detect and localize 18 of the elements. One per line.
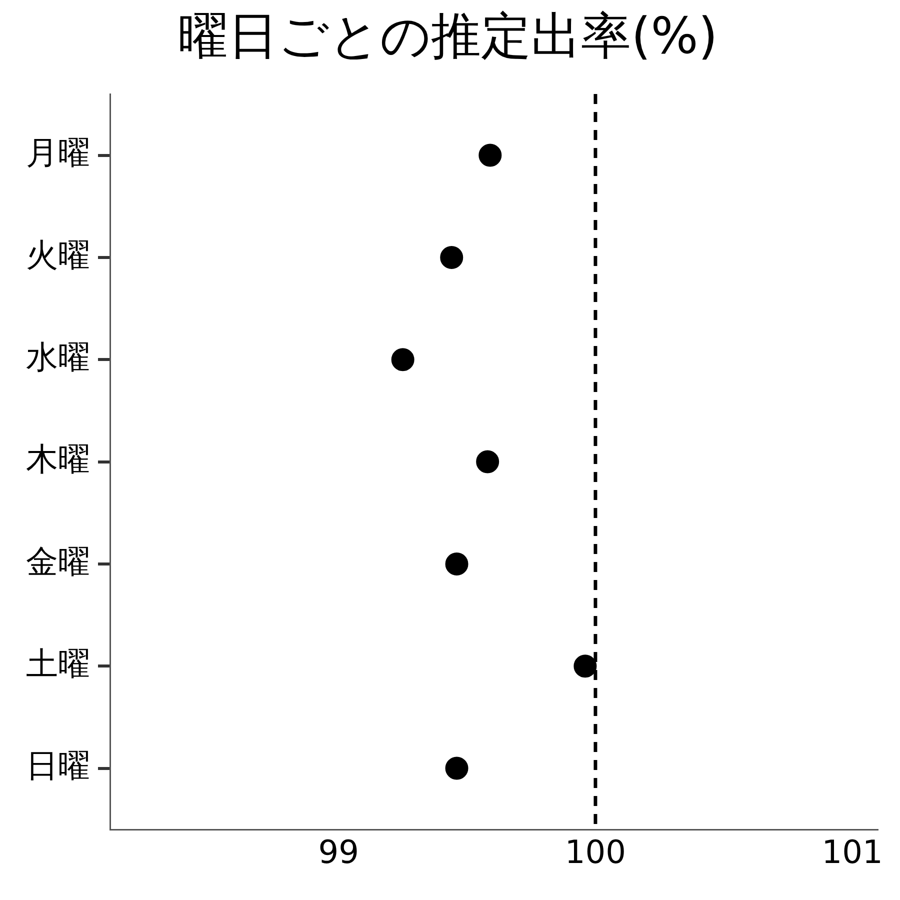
x-tick-label: 99 xyxy=(318,833,359,872)
y-tick-label: 土曜 xyxy=(26,644,90,682)
y-tick-label: 火曜 xyxy=(26,236,90,274)
x-tick-label: 100 xyxy=(564,833,626,872)
y-tick-label: 日曜 xyxy=(26,746,90,785)
point xyxy=(440,246,464,269)
point xyxy=(574,654,597,678)
x-tick-label: 101 xyxy=(822,833,883,872)
point xyxy=(445,552,468,576)
y-tick-label: 金曜 xyxy=(26,542,90,580)
point xyxy=(476,450,500,474)
y-tick-label: 木曜 xyxy=(26,440,90,478)
point xyxy=(445,756,468,780)
y-tick-label: 月曜 xyxy=(26,134,90,172)
y-tick-label: 水曜 xyxy=(26,338,90,376)
point xyxy=(478,144,502,167)
chart-title: 曜日ごとの推定出率(%) xyxy=(178,6,718,65)
point xyxy=(391,348,414,372)
